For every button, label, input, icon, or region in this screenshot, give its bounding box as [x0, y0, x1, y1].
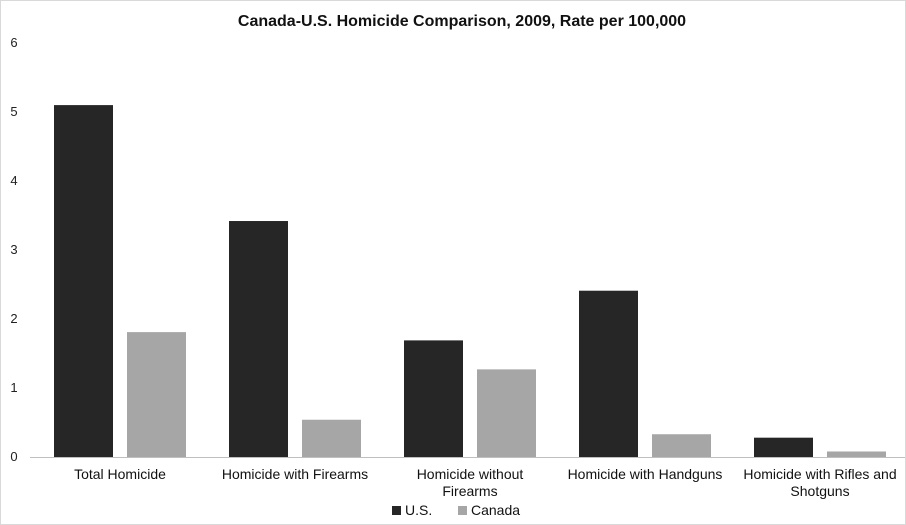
y-tick-label: 4	[10, 173, 17, 188]
category-label: Total Homicide	[74, 466, 166, 482]
category-label: Homicide with Firearms	[222, 466, 368, 482]
us-bar	[54, 105, 113, 457]
canada-legend-label: Canada	[471, 502, 520, 518]
y-tick-label: 2	[10, 311, 17, 326]
y-tick-label: 0	[10, 449, 17, 464]
us-bar	[229, 221, 288, 457]
category-labels: Total Homicide Homicide with Firearms Homi…	[74, 466, 897, 499]
y-tick-label: 5	[10, 104, 17, 119]
canada-legend-swatch	[458, 506, 467, 515]
category-label: Shotguns	[790, 483, 849, 499]
y-tick-label: 3	[10, 242, 17, 257]
y-tick-label: 1	[10, 380, 17, 395]
us-bar	[754, 437, 813, 457]
canada-bar	[127, 332, 186, 457]
bars-group	[54, 105, 886, 457]
category-label: Firearms	[442, 483, 497, 499]
us-legend-swatch	[392, 506, 401, 515]
canada-bar	[652, 434, 711, 457]
canada-bar	[477, 369, 536, 457]
y-axis-ticks: 0 1 2 3 4 5 6	[10, 35, 17, 464]
us-legend-label: U.S.	[405, 502, 432, 518]
us-bar	[579, 290, 638, 457]
legend: U.S. Canada	[392, 502, 520, 518]
y-tick-label: 6	[10, 35, 17, 50]
category-label: Homicide with Rifles and	[743, 466, 896, 482]
chart-title: Canada-U.S. Homicide Comparison, 2009, R…	[238, 13, 686, 30]
canada-bar	[827, 451, 886, 457]
canada-bar	[302, 419, 361, 457]
category-label: Homicide without	[417, 466, 524, 482]
us-bar	[404, 340, 463, 457]
category-label: Homicide with Handguns	[568, 466, 723, 482]
